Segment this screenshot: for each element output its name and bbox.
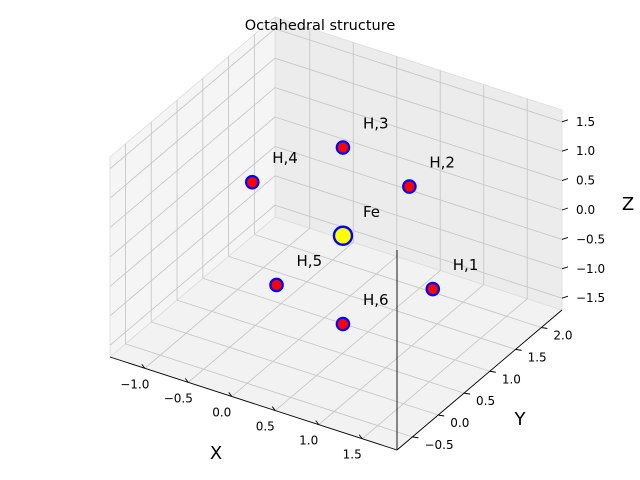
y-tick-label: −0.5 [424, 438, 453, 452]
tick-marks [141, 119, 569, 439]
grid-y-floor [176, 299, 465, 394]
grid-z-left [109, 204, 276, 346]
z-tick-label: −1.5 [576, 291, 605, 305]
z-tick [561, 207, 569, 211]
x-axis-line [109, 356, 398, 451]
hydrogen-atom-point [244, 174, 260, 190]
z-tick-label: 1.5 [576, 115, 595, 129]
atom-label: H,4 [272, 149, 298, 167]
y-tick [463, 392, 471, 395]
x-tick-label: 1.0 [299, 434, 318, 448]
y-tick [541, 327, 548, 329]
grid-z-left [109, 116, 276, 258]
x-tick [315, 420, 320, 425]
grid-z-back [274, 28, 563, 123]
grid-z-back [274, 145, 563, 240]
x-tick-label: 0.5 [256, 420, 275, 434]
y-axis-label: Y [514, 409, 527, 430]
grid-y-floor [125, 343, 413, 438]
hydrogen-atom-point [335, 316, 351, 332]
y-tick [515, 348, 522, 351]
grid-y-floor [151, 321, 439, 416]
x-tick-label: 1.5 [343, 448, 362, 462]
grid-x-floor [274, 270, 441, 411]
atom-label: H,1 [453, 256, 479, 274]
grid-x-floor [361, 298, 528, 440]
grid-y-floor [228, 255, 516, 350]
x-tick [358, 434, 363, 439]
atom-label: Fe [363, 203, 380, 221]
grid-z-back [274, 175, 563, 270]
grid-z-left [109, 146, 276, 287]
z-tick [561, 119, 569, 123]
y-tick-label: 1.0 [502, 372, 521, 386]
chart-title: Octahedral structure [245, 18, 396, 34]
y-axis-line [396, 309, 563, 451]
hydrogen-atom-point [402, 179, 417, 194]
grid-z-left [109, 87, 276, 228]
y-tick-label: 1.5 [528, 350, 547, 364]
y-tick-label: 0.0 [450, 416, 469, 430]
y-tick [412, 436, 419, 439]
grid-x-floor [144, 227, 311, 369]
atom-label: H,2 [429, 154, 455, 172]
y-tick-label: 2.0 [553, 329, 572, 343]
grid-lines [109, 28, 563, 440]
z-tick [561, 295, 569, 299]
x-tick-label: −0.5 [164, 391, 193, 405]
grid-x-floor [318, 284, 485, 425]
x-tick [271, 406, 276, 411]
hydrogen-atom-point [425, 281, 441, 297]
z-tick-label: 0.5 [576, 174, 595, 188]
z-tick-label: −0.5 [576, 232, 605, 246]
z-tick [561, 236, 569, 240]
text-labels: −1.0 −0.5 0.0 0.5 1.0 1.5 −0.5 0.0 0.5 1.0 1.5 2.0 −… [120, 18, 634, 464]
atom-label: H,3 [363, 115, 389, 133]
grid-z-left [109, 175, 276, 317]
data-points [244, 140, 441, 332]
y-tick [438, 414, 445, 417]
grid-z-back [274, 87, 563, 182]
x-tick [184, 378, 189, 383]
z-tick [561, 178, 569, 182]
iron-atom-point [332, 225, 354, 246]
x-tick-label: 0.0 [212, 405, 231, 419]
x-tick [228, 392, 233, 397]
grid-z-left [109, 28, 276, 170]
grid-y-floor [254, 234, 542, 328]
z-tick [561, 148, 569, 152]
z-tick [561, 266, 569, 270]
x-tick-label: −1.0 [120, 377, 149, 391]
hydrogen-atom-point [335, 140, 351, 155]
atom-label: H,6 [363, 291, 389, 309]
y-tick-label: 0.5 [476, 394, 495, 408]
y-tick [489, 370, 496, 373]
grid-z-back [274, 57, 563, 152]
z-tick-label: −1.0 [576, 262, 605, 276]
grid-z-left [109, 57, 276, 199]
z-axis-label: Z [622, 194, 634, 215]
grid-x-floor [231, 256, 398, 397]
z-tick-label: 1.0 [576, 144, 595, 158]
axis-lines [109, 250, 563, 451]
hydrogen-atom-point [269, 277, 284, 293]
x-axis-label: X [210, 443, 222, 464]
grid-z-back [274, 116, 563, 211]
atom-label: H,5 [297, 252, 323, 270]
x-tick [141, 364, 146, 369]
z-tick-label: 0.0 [576, 203, 595, 217]
grid-x-floor [187, 242, 354, 383]
grid-z-back [274, 204, 563, 299]
